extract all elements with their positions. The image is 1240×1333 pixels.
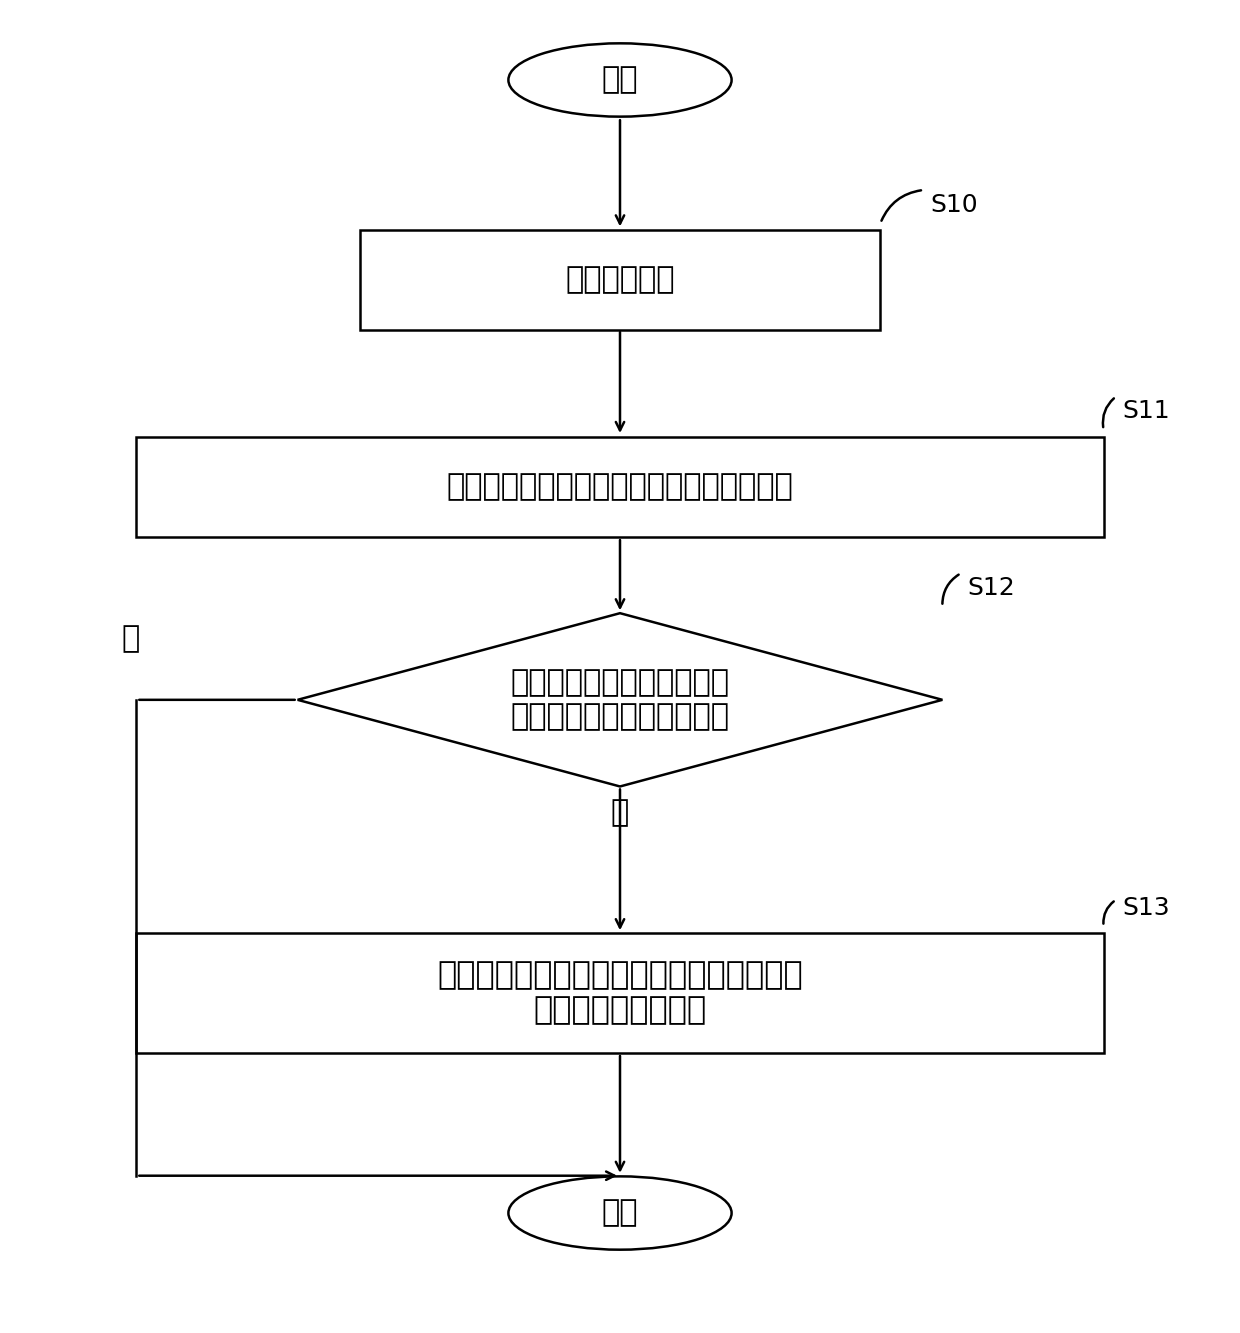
Text: 将模型对象的基础参数值存储至第一参数表: 将模型对象的基础参数值存储至第一参数表: [446, 472, 794, 501]
Text: S11: S11: [1122, 399, 1169, 424]
Text: 接收模型对象: 接收模型对象: [565, 265, 675, 295]
Text: 判断模型对象是否包括第一
参数表中未定义的扩展参数: 判断模型对象是否包括第一 参数表中未定义的扩展参数: [511, 669, 729, 730]
Text: S12: S12: [967, 576, 1016, 600]
Text: 将扩展参数的定义及参数值以纵向扩展的形
式存储至第二参数表: 将扩展参数的定义及参数值以纵向扩展的形 式存储至第二参数表: [438, 960, 802, 1026]
Text: S13: S13: [1122, 896, 1169, 920]
Text: 是: 是: [611, 798, 629, 828]
Text: 结束: 结束: [601, 1198, 639, 1228]
Text: S10: S10: [930, 192, 977, 216]
Text: 开始: 开始: [601, 65, 639, 95]
Text: 否: 否: [122, 624, 139, 653]
